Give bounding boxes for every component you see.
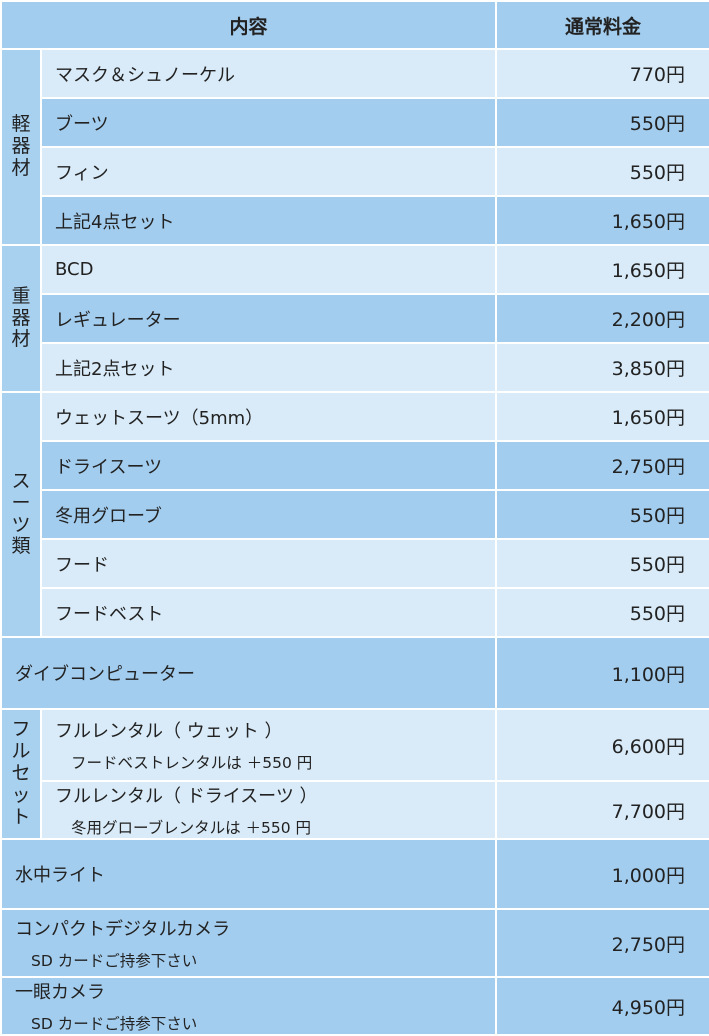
item-price: 1,650円 [495, 391, 709, 442]
item-name-cell: ダイブコンピューター [0, 636, 498, 710]
table-row: ドライスーツ 2,750円 [1, 440, 709, 491]
item-name: 冬用グローブ [55, 505, 162, 527]
item-price: 3,850円 [495, 342, 709, 393]
item-price: 2,750円 [495, 440, 709, 491]
item-price: 550円 [495, 587, 709, 638]
category-text: 軽 器 材 [11, 113, 31, 179]
item-name: BCD [55, 259, 94, 280]
item-name: ダイブコンピューター [15, 664, 195, 685]
category-label: 重 器 材 [0, 244, 42, 393]
item-name-cell: フードベスト [39, 587, 498, 638]
item-price: 1,650円 [495, 195, 709, 246]
table-row: フルレンタル（ ドライスーツ ） 冬用グローブレンタルは ＋550 円 7,700円 [1, 780, 709, 840]
item-name: フィン [55, 162, 109, 184]
item-name-cell: フィン [39, 146, 498, 197]
item-name-cell: BCD [39, 244, 498, 295]
table-row: レギュレーター 2,200円 [1, 293, 709, 344]
item-name-cell: フルレンタル（ ウェット ） フードベストレンタルは ＋550 円 [39, 708, 498, 782]
table-row: コンパクトデジタルカメラ SD カードご持参下さい 2,750円 [0, 908, 709, 978]
item-name-cell: フード [39, 538, 498, 589]
item-name: ウェットスーツ（5mm） [55, 407, 264, 429]
header-content: 内容 [0, 0, 498, 50]
category-text: ス ー ツ 類 [11, 469, 31, 558]
table-row: フィン 550円 [1, 146, 709, 197]
item-price: 2,750円 [495, 908, 709, 978]
table-row: 重 器 材 BCD 1,650円 [0, 244, 709, 393]
category-label: ス ー ツ 類 [0, 391, 42, 638]
item-name-cell: レギュレーター [39, 293, 498, 344]
item-name: レギュレーター [55, 309, 181, 331]
item-name-cell: 上記2点セット [39, 342, 498, 393]
item-name-cell: フルレンタル（ ドライスーツ ） 冬用グローブレンタルは ＋550 円 [39, 780, 498, 840]
item-name: ブーツ [55, 113, 109, 135]
item-price: 550円 [495, 97, 709, 148]
item-note: SD カードご持参下さい [31, 1015, 198, 1033]
table-row: ブーツ 550円 [1, 97, 709, 148]
item-name: フードベスト [55, 603, 164, 625]
item-name-cell: 冬用グローブ [39, 489, 498, 540]
item-price: 1,650円 [495, 244, 709, 295]
table-row: 上記2点セット 3,850円 [1, 342, 709, 393]
item-name: マスク＆シュノーケル [55, 64, 235, 86]
item-price: 7,700円 [495, 780, 709, 840]
item-price: 550円 [495, 538, 709, 589]
item-price: 550円 [495, 489, 709, 540]
table-row: 軽 器 材 マスク＆シュノーケル 770円 [0, 48, 709, 246]
category-label: フ ル セ ッ ト [0, 708, 42, 840]
item-price: 1,100円 [495, 636, 709, 710]
table-row: フードベスト 550円 [1, 587, 709, 638]
item-name: フルレンタル（ ドライスーツ ） [55, 786, 318, 807]
table-row: 水中ライト 1,000円 [0, 838, 709, 910]
category-label: 軽 器 材 [0, 48, 42, 246]
table-row: ス ー ツ 類 ウェットスーツ（5mm） 1,650円 [0, 391, 709, 638]
item-name: 上記4点セット [55, 211, 175, 233]
category-text: 重 器 材 [11, 284, 31, 351]
item-name-cell: 上記4点セット [39, 195, 498, 246]
item-name-cell: マスク＆シュノーケル [39, 48, 498, 99]
item-price: 1,000円 [495, 838, 709, 910]
item-name: 上記2点セット [55, 358, 175, 380]
item-name-cell: ブーツ [39, 97, 498, 148]
item-price: 770円 [495, 48, 709, 99]
item-note: フードベストレンタルは ＋550 円 [71, 754, 313, 772]
item-name-cell: ウェットスーツ（5mm） [39, 391, 498, 442]
table-row: ダイブコンピューター 1,100円 [0, 636, 709, 710]
table-row: フ ル セ ッ ト フルレンタル（ ウェット ） フードベストレンタルは ＋550 … [0, 708, 709, 840]
item-name: ドライスーツ [55, 456, 163, 478]
table-row: 一眼カメラ SD カードご持参下さい 4,950円 [0, 976, 709, 1036]
category-text: フ ル セ ッ ト [11, 718, 31, 828]
item-name: 一眼カメラ [15, 982, 105, 1003]
table-row: フード 550円 [1, 538, 709, 589]
item-name: フード [55, 554, 109, 576]
item-name: コンパクトデジタルカメラ [15, 919, 231, 940]
item-price: 2,200円 [495, 293, 709, 344]
item-price: 550円 [495, 146, 709, 197]
item-name-cell: 水中ライト [0, 838, 498, 910]
item-name: フルレンタル（ ウェット ） [55, 721, 283, 742]
item-price: 6,600円 [495, 708, 709, 782]
item-note: 冬用グローブレンタルは ＋550 円 [71, 819, 312, 837]
item-name-cell: 一眼カメラ SD カードご持参下さい [0, 976, 498, 1036]
item-name-cell: ドライスーツ [39, 440, 498, 491]
header-row: 内容 通常料金 [0, 0, 709, 50]
table-row: 上記4点セット 1,650円 [1, 195, 709, 246]
table-row: 冬用グローブ 550円 [1, 489, 709, 540]
item-price: 4,950円 [495, 976, 709, 1036]
item-name-cell: コンパクトデジタルカメラ SD カードご持参下さい [0, 908, 498, 978]
header-price: 通常料金 [495, 0, 709, 50]
item-note: SD カードご持参下さい [31, 952, 198, 970]
item-name: 水中ライト [15, 865, 105, 886]
